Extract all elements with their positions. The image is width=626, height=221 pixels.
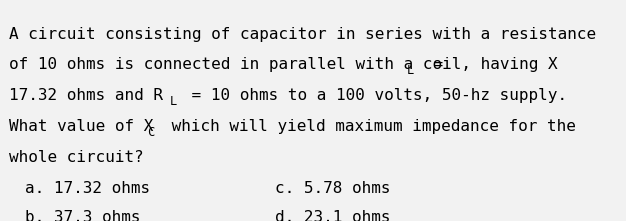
Text: What value of X: What value of X xyxy=(9,119,154,134)
Text: c. 5.78 ohms: c. 5.78 ohms xyxy=(275,181,391,196)
Text: d. 23.1 ohms: d. 23.1 ohms xyxy=(275,210,391,221)
Text: a. 17.32 ohms: a. 17.32 ohms xyxy=(25,181,150,196)
Text: C: C xyxy=(146,126,154,139)
Text: A circuit consisting of capacitor in series with a resistance: A circuit consisting of capacitor in ser… xyxy=(9,27,597,42)
Text: 17.32 ohms and R: 17.32 ohms and R xyxy=(9,88,163,103)
Text: = 10 ohms to a 100 volts, 50-hz supply.: = 10 ohms to a 100 volts, 50-hz supply. xyxy=(182,88,567,103)
Text: whole circuit?: whole circuit? xyxy=(9,150,144,165)
Text: of 10 ohms is connected in parallel with a coil, having X: of 10 ohms is connected in parallel with… xyxy=(9,57,558,72)
Text: L: L xyxy=(407,64,414,77)
Text: =: = xyxy=(424,57,444,72)
Text: b. 37.3 ohms: b. 37.3 ohms xyxy=(25,210,141,221)
Text: L: L xyxy=(169,95,177,108)
Text: which will yield maximum impedance for the: which will yield maximum impedance for t… xyxy=(162,119,575,134)
